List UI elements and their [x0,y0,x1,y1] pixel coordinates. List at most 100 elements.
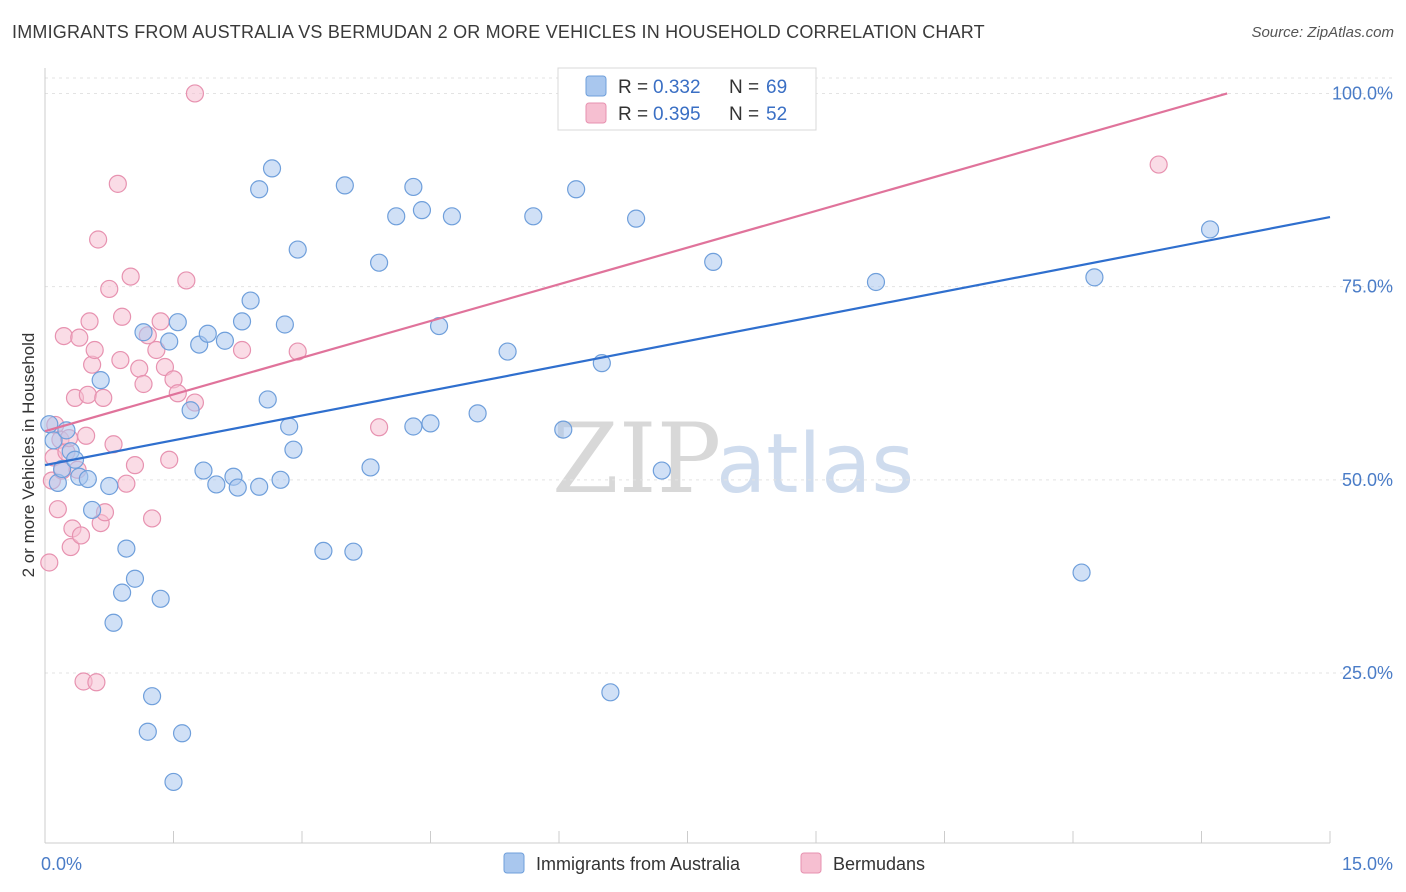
australia-point [1200,220,1220,239]
bermudans-point [83,355,102,374]
gridlines [45,77,1392,674]
bermudans-point [100,279,119,299]
bermudans-point [111,350,130,370]
bermudans-point [117,474,136,493]
legend-n-value-2: 52 [766,104,787,125]
x-tick-label-max: 15.0% [1342,854,1393,874]
legend-r-value-1: 0.332 [653,77,701,98]
australia-point [160,332,179,351]
bermudans-point [232,340,252,360]
legend-r-label-2: R = [618,104,648,125]
bermudans-point [87,673,106,692]
australia-point [314,541,333,561]
series-bermudans [40,84,1168,692]
australia-point [228,478,247,497]
legend-n-label-1: N = [729,77,759,98]
australia-point [404,417,423,436]
australia-point [151,589,170,608]
australia-point [271,470,290,489]
trend-line-bermudans [44,92,1228,433]
watermark-zip: ZIP [552,403,721,515]
bermudans-point [85,340,104,360]
australia-point [100,476,119,496]
australia-point [142,687,162,706]
australia-point [112,583,132,602]
australia-point [442,207,462,226]
australia-point [117,539,136,558]
legend-r-label-1: R = [618,77,648,98]
bermudans-point [151,312,170,331]
source-credit: Source: ZipAtlas.com [1251,24,1394,41]
bermudans-point [40,553,59,572]
australia-point [134,323,153,342]
australia-point [194,461,213,480]
bottom-legend-label-australia: Immigrants from Australia [536,854,741,874]
series-legend: Immigrants from Australia Bermudans [503,852,925,874]
australia-point [387,207,406,226]
australia-point [181,401,200,420]
bermudans-point [160,450,179,469]
australia-point [652,461,671,480]
australia-point [44,431,63,450]
bermudans-point [112,307,132,326]
legend-n-label-2: N = [729,104,759,125]
australia-point [91,371,110,390]
bermudans-point [134,374,153,394]
bermudans-point [155,357,175,377]
y-tick-label: 25.0% [1342,663,1393,683]
bottom-legend-label-bermudans: Bermudans [833,854,925,874]
bermudans-point [94,388,113,408]
australia-point [104,613,123,632]
australia-point [1072,563,1091,582]
watermark-atlas: atlas [716,417,914,512]
australia-point [250,180,269,199]
stats-legend: R = 0.332 N = 69 R = 0.395 N = 52 [557,67,817,131]
australia-point [421,414,440,433]
australia-point [78,469,97,489]
y-tick-label: 75.0% [1342,277,1393,297]
australia-point [554,420,573,439]
x-tick-label-min: 0.0% [41,854,82,874]
australia-point [258,390,277,409]
chart-title: IMMIGRANTS FROM AUSTRALIA VS BERMUDAN 2 … [12,22,985,42]
bermudans-point [1149,155,1168,174]
watermark: ZIP atlas [552,403,914,515]
australia-point [164,772,183,792]
trend-lines [44,92,1331,467]
australia-point [241,291,260,310]
bermudans-point [77,426,96,445]
australia-point [168,313,187,332]
australia-point [866,272,886,292]
bermudans-point [130,359,149,378]
bermudans-point [177,271,196,290]
australia-point [567,180,586,199]
australia-point [172,724,192,743]
australia-point [344,542,363,561]
y-tick-label: 50.0% [1342,470,1393,490]
x-tick-labels: 0.0% 15.0% [41,854,1393,874]
bermudans-point [89,230,108,249]
bermudans-point [121,267,140,286]
australia-point [288,240,307,259]
australia-point [215,331,234,350]
australia-point [262,159,282,178]
australia-point [498,342,517,361]
australia-point [284,440,303,459]
legend-swatch-blue [585,75,607,97]
bermudans-point [80,312,99,331]
australia-point [335,176,354,195]
legend-n-value-1: 69 [766,77,787,98]
bermudans-point [78,385,97,404]
bermudans-point [125,456,145,475]
bermudans-point [142,509,162,528]
australia-point [275,315,294,334]
australia-point [1085,268,1104,287]
australia-point [138,722,157,741]
australia-point [468,404,487,423]
australia-point [601,683,620,702]
australia-point [404,177,423,197]
australia-point [370,253,389,272]
australia-point [524,207,543,226]
bermudans-point [54,326,73,346]
